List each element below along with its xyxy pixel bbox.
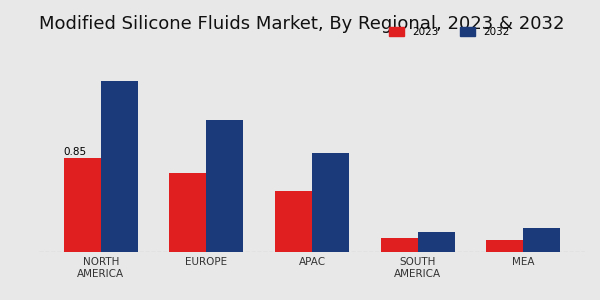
Bar bbox=[101, 81, 138, 252]
Bar bbox=[64, 158, 101, 252]
Text: 0.85: 0.85 bbox=[63, 147, 86, 157]
Legend: 2023, 2032: 2023, 2032 bbox=[385, 23, 514, 41]
Bar bbox=[275, 191, 312, 252]
Bar bbox=[523, 228, 560, 252]
Bar bbox=[206, 120, 244, 252]
Bar bbox=[169, 173, 206, 252]
Bar bbox=[486, 240, 523, 252]
Bar bbox=[418, 232, 455, 252]
Bar bbox=[312, 153, 349, 252]
Bar bbox=[380, 238, 418, 252]
Text: Modified Silicone Fluids Market, By Regional, 2023 & 2032: Modified Silicone Fluids Market, By Regi… bbox=[39, 15, 565, 33]
